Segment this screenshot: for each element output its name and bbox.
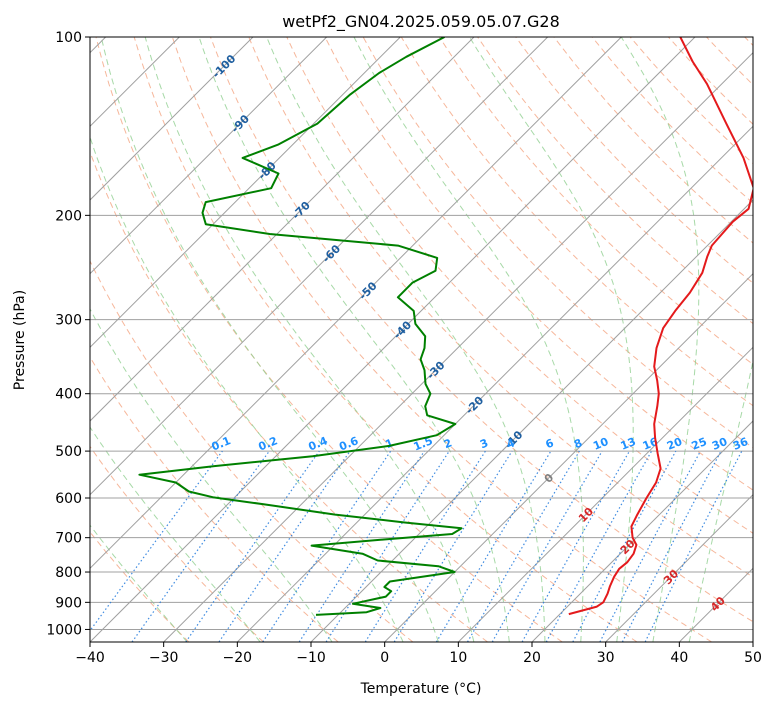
dry-adiabat — [324, 37, 753, 491]
moist-adiabat — [266, 37, 546, 642]
mixing-ratio-line — [218, 450, 351, 642]
isotherm — [90, 37, 401, 349]
mixing-ratio-label: 3 — [478, 436, 490, 451]
isotherm — [163, 51, 753, 642]
isotherm — [605, 493, 753, 642]
mixing-ratio-line — [644, 450, 743, 642]
dry-adiabat — [133, 37, 638, 642]
moist-adiabat — [100, 37, 439, 642]
moist-adiabats — [90, 37, 753, 642]
x-tick-label: −20 — [223, 650, 253, 666]
moist-adiabat — [620, 37, 700, 642]
isotherm — [236, 125, 753, 642]
isotherms — [90, 37, 753, 642]
moist-adiabat — [90, 135, 404, 642]
dry-adiabat — [95, 37, 563, 642]
y-tick-label: 500 — [55, 444, 82, 460]
y-tick-label: 300 — [55, 313, 82, 329]
y-tick-label: 600 — [55, 491, 82, 507]
mixing-ratio-line — [325, 450, 450, 642]
mixing-ratio-line — [393, 450, 513, 642]
dewpoint-profile — [138, 37, 463, 616]
isotherm — [384, 272, 753, 642]
dry-adiabat — [90, 445, 264, 642]
mixing-ratio-label: 13 — [619, 435, 638, 453]
x-tick-label: −30 — [149, 650, 179, 666]
moist-adiabat — [144, 37, 475, 642]
mixing-ratio-line — [298, 450, 425, 642]
dry-adiabat — [248, 37, 753, 578]
moist-adiabat — [90, 426, 261, 642]
profile-series — [138, 37, 753, 616]
dry-adiabat — [171, 37, 712, 642]
mixing-ratio-line — [262, 450, 392, 642]
y-tick-label: 900 — [55, 595, 82, 611]
isotherm — [90, 37, 696, 642]
moist-adiabat — [353, 37, 584, 642]
mixing-ratio-label: 30 — [710, 435, 729, 453]
mixing-ratio-line — [545, 450, 653, 642]
isobars — [90, 37, 753, 630]
mixing-ratio-line — [521, 450, 631, 642]
mixing-ratio-label: 2 — [442, 436, 454, 451]
y-axis-label: Pressure (hPa) — [12, 290, 28, 390]
isotherm — [310, 199, 753, 642]
isotherm — [90, 37, 328, 275]
moist-adiabat — [198, 37, 510, 642]
mixing-ratio-line — [90, 450, 223, 632]
y-tick-label: 1000 — [46, 622, 82, 638]
y-tick-label: 700 — [55, 531, 82, 547]
isotherm — [90, 37, 475, 422]
mixing-ratio-label: 20 — [665, 435, 684, 453]
x-tick-label: 20 — [523, 650, 541, 666]
moist-adiabat — [90, 308, 333, 642]
moist-adiabat — [90, 524, 188, 642]
dry-adiabat — [286, 37, 753, 534]
isotherm — [90, 37, 549, 496]
chart-title: wetPf2_GN04.2025.059.05.07.G28 — [282, 12, 560, 32]
isotherm — [531, 420, 753, 642]
mixing-ratio-label: 36 — [731, 435, 750, 453]
temperature-profile — [568, 37, 753, 616]
dry-adiabat — [210, 37, 753, 623]
mixing-ratio-label: 25 — [690, 435, 709, 453]
y-tick-label: 100 — [55, 30, 82, 46]
moist-adiabat — [688, 358, 753, 642]
isotherm — [90, 37, 254, 201]
x-tick-label: 0 — [380, 650, 389, 666]
mixing-ratio-label: 8 — [572, 436, 584, 451]
isotherm — [90, 37, 622, 570]
mixing-ratio-label: 10 — [591, 435, 610, 453]
plot-area: -100-90-80-70-60-50-40-30-20-10010203040… — [90, 37, 753, 642]
x-tick-label: 10 — [449, 650, 467, 666]
x-tick-label: −40 — [75, 650, 105, 666]
dry-adiabats — [90, 37, 753, 642]
y-tick-label: 400 — [55, 387, 82, 403]
x-tick-label: 40 — [670, 650, 688, 666]
y-tick-label: 200 — [55, 208, 82, 224]
dry-adiabat — [515, 37, 753, 284]
x-tick-label: 50 — [744, 650, 762, 666]
mixing-ratio-line — [131, 450, 270, 642]
dry-adiabat — [90, 356, 339, 642]
y-tick-label: 800 — [55, 565, 82, 581]
y-axis-ticks: 100 200 300 400 500 600 700 800 900 1000 — [46, 30, 90, 638]
mixing-ratio-line — [185, 450, 320, 642]
mixing-ratio-lines — [90, 450, 743, 642]
x-tick-label: −10 — [296, 650, 326, 666]
mixing-ratio-label: 1 — [383, 436, 395, 451]
dry-adiabat — [90, 259, 414, 642]
x-axis-ticks: −40 −30 −20 −10 0 10 20 30 40 50 — [75, 642, 762, 666]
x-tick-label: 30 — [597, 650, 615, 666]
plot-frame — [89, 36, 754, 643]
mixing-ratio-line — [572, 450, 677, 642]
x-axis-label: Temperature (°C) — [360, 681, 482, 697]
isotherm — [457, 346, 753, 642]
